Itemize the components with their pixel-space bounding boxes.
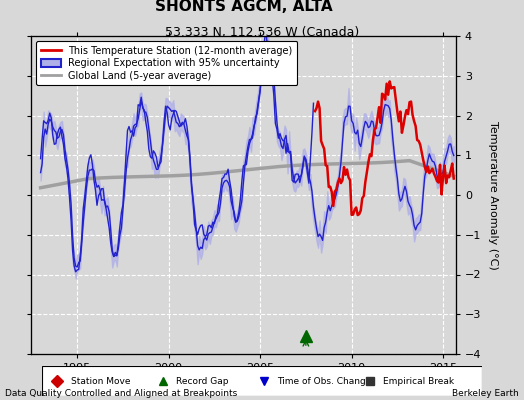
Title: SHONTS AGCM, ALTA: SHONTS AGCM, ALTA [155,0,332,14]
Y-axis label: Temperature Anomaly (°C): Temperature Anomaly (°C) [488,121,498,269]
Text: Record Gap: Record Gap [176,376,228,386]
Text: Station Move: Station Move [71,376,130,386]
Text: Data Quality Controlled and Aligned at Breakpoints: Data Quality Controlled and Aligned at B… [5,389,237,398]
Text: 53.333 N, 112.536 W (Canada): 53.333 N, 112.536 W (Canada) [165,26,359,39]
Text: Time of Obs. Change: Time of Obs. Change [277,376,372,386]
Text: Empirical Break: Empirical Break [383,376,454,386]
Text: Berkeley Earth: Berkeley Earth [452,389,519,398]
Legend: This Temperature Station (12-month average), Regional Expectation with 95% uncer: This Temperature Station (12-month avera… [36,41,298,86]
